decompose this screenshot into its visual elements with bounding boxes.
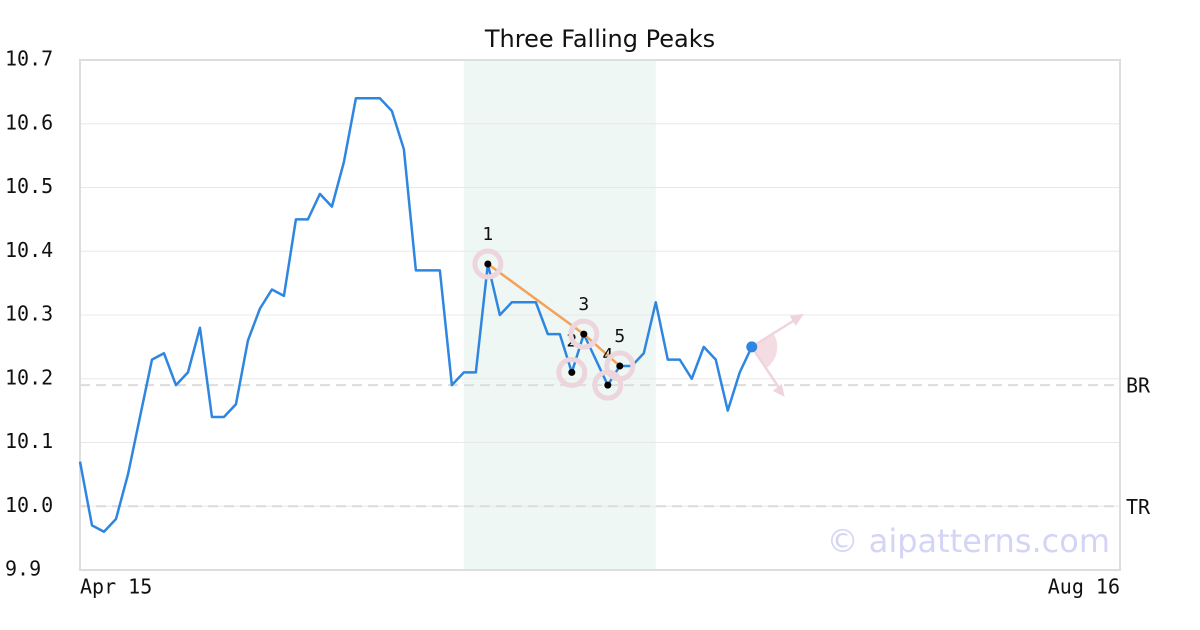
pattern-point <box>616 362 624 370</box>
y-tick-label: 10.3 <box>5 302 53 326</box>
pattern-label: 3 <box>578 294 589 315</box>
y-tick-label: 10.1 <box>5 429 53 453</box>
reference-label: TR <box>1126 495 1151 519</box>
pattern-halo <box>556 356 588 388</box>
pattern-halo <box>604 350 636 382</box>
last-point <box>746 341 758 353</box>
y-tick-label: 10.6 <box>5 110 53 134</box>
reference-label: BR <box>1126 374 1151 398</box>
pattern-label: 5 <box>614 326 625 347</box>
projection-arrow <box>751 315 801 348</box>
plot-frame <box>79 59 1121 571</box>
projection-arrowhead <box>789 313 804 326</box>
x-tick-label: Aug 16 <box>1048 575 1120 599</box>
y-tick-label: 10.4 <box>5 238 53 262</box>
y-tick-label: 10.0 <box>5 493 53 517</box>
projection-arrowhead <box>772 383 785 397</box>
pattern-label: 4 <box>602 345 613 366</box>
projection-wedge <box>751 333 778 368</box>
y-tick-label: 9.9 <box>5 557 41 581</box>
series-line <box>78 97 753 533</box>
projection-arrow <box>750 346 783 393</box>
pattern-halo <box>472 248 504 280</box>
y-tick-label: 10.5 <box>5 174 53 198</box>
pattern-point <box>484 260 492 268</box>
pattern-point <box>604 381 612 389</box>
pattern-point <box>568 368 576 376</box>
x-tick-label: Apr 15 <box>80 575 152 599</box>
pattern-label: 1 <box>482 224 493 245</box>
pattern-halo <box>568 318 600 350</box>
watermark: © aipatterns.com <box>827 522 1110 560</box>
chart-title: Three Falling Peaks <box>484 25 715 53</box>
pattern-point <box>580 330 588 338</box>
y-tick-label: 10.7 <box>5 47 53 71</box>
y-tick-label: 10.2 <box>5 365 53 389</box>
